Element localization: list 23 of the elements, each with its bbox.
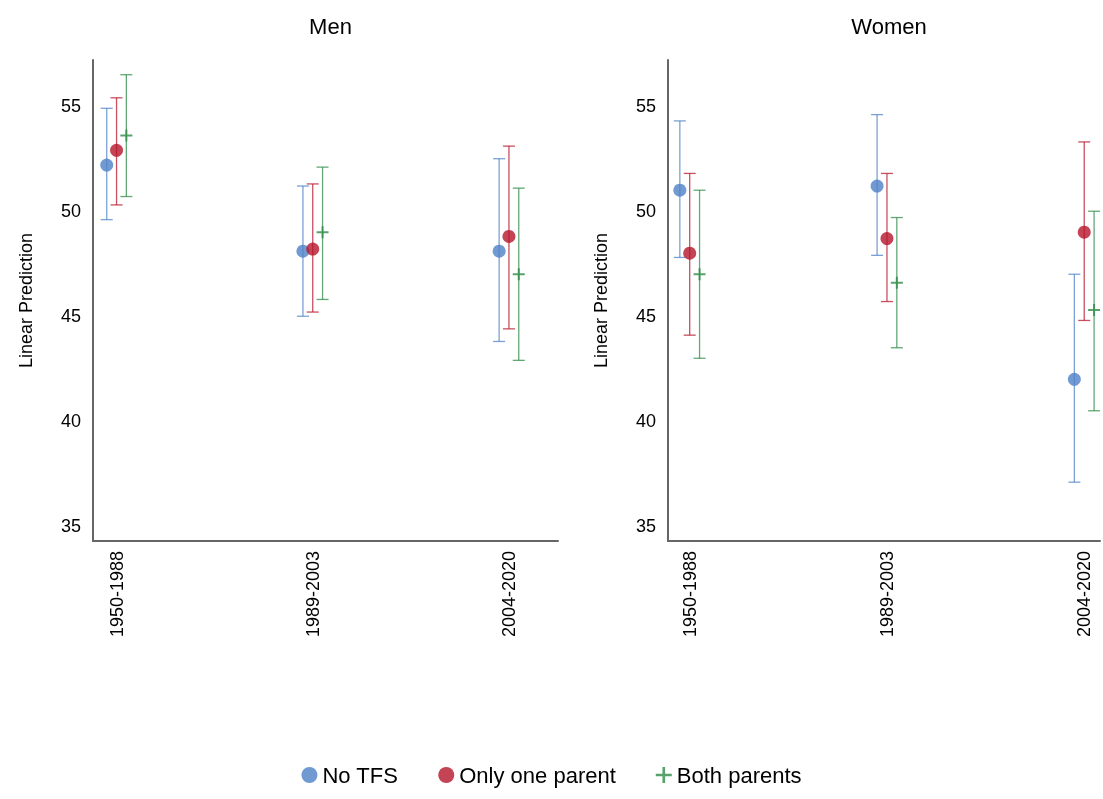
legend-label: No TFS — [322, 762, 398, 788]
x-tick-label: 1989-2003 — [876, 551, 897, 638]
x-tick-label: 1950-1988 — [106, 551, 127, 638]
legend-label: Only one parent — [459, 762, 616, 788]
y-tick-label: 35 — [60, 516, 81, 537]
y-tick-label: 35 — [635, 516, 656, 537]
chart-title: Women — [851, 13, 927, 39]
y-tick-label: 50 — [635, 201, 656, 222]
y-tick-label: 55 — [60, 96, 81, 117]
chart-title: Men — [309, 13, 352, 39]
x-tick-label: 2004-2020 — [1074, 551, 1095, 638]
x-tick-label: 1950-1988 — [679, 551, 700, 638]
y-tick-label: 45 — [60, 306, 81, 327]
x-tick-label: 2004-2020 — [498, 551, 519, 638]
y-tick-label: 55 — [635, 96, 656, 117]
x-tick-label: 1989-2003 — [302, 551, 323, 638]
legend-label: Both parents — [676, 762, 802, 788]
y-tick-label: 40 — [635, 411, 656, 432]
y-tick-label: 45 — [635, 306, 656, 327]
y-tick-label: 50 — [60, 201, 81, 222]
y-tick-label: 40 — [60, 411, 81, 432]
y-axis-title: Linear Prediction — [16, 232, 36, 369]
y-axis-title: Linear Prediction — [591, 232, 611, 369]
